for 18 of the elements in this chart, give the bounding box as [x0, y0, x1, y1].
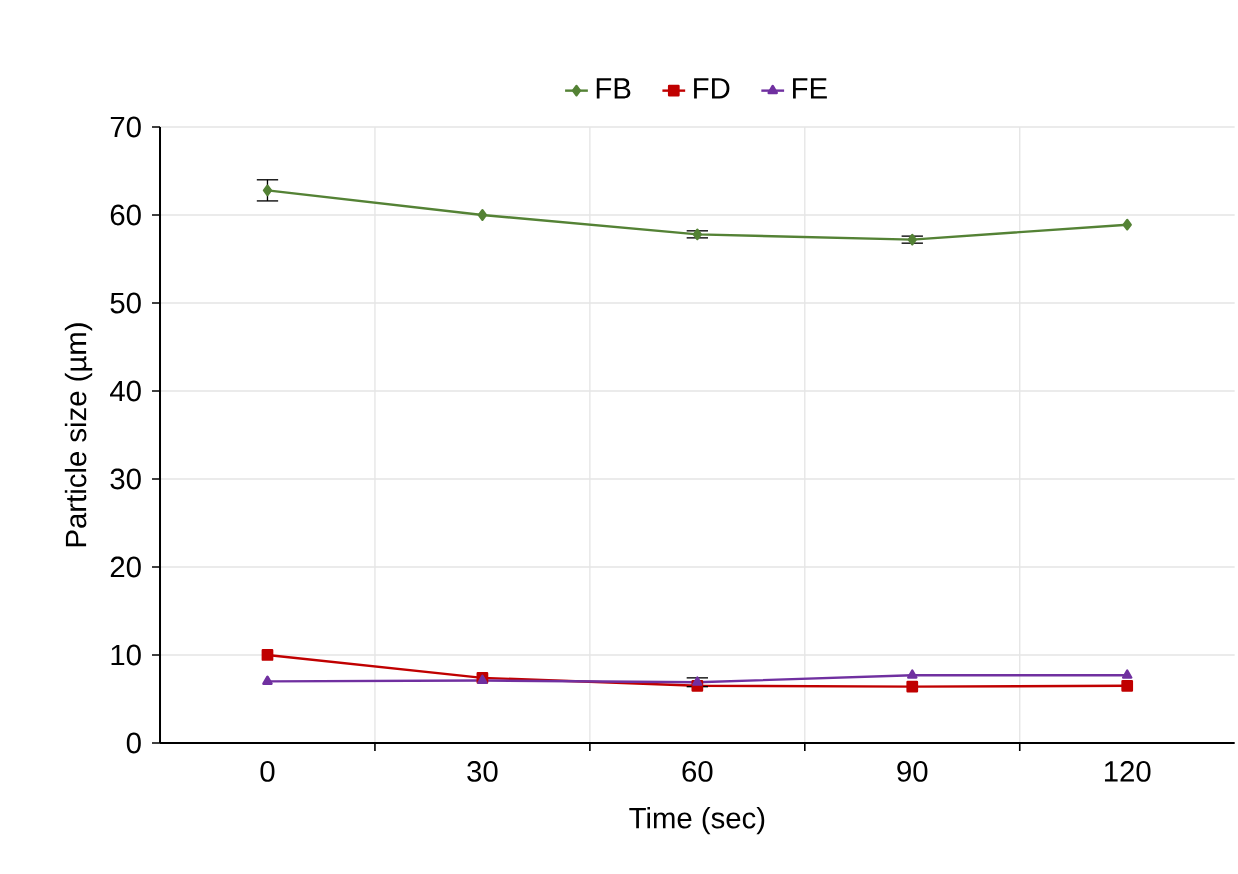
x-tick-label: 30: [467, 761, 498, 782]
y-axis-title: Particle size (µm): [64, 323, 93, 547]
legend-label: FB: [596, 78, 631, 99]
y-tick-label: 20: [110, 556, 141, 578]
y-tick-label: 30: [110, 468, 141, 490]
legend-label: FD: [694, 78, 730, 99]
y-tick-label: 60: [110, 204, 141, 226]
x-axis-title: Time (sec): [629, 806, 765, 835]
y-tick-label: 50: [110, 292, 141, 314]
x-tick-label: 60: [682, 761, 713, 782]
x-tick-label: 120: [1104, 761, 1151, 782]
y-tick-label: 10: [111, 644, 141, 666]
y-tick-label: 70: [110, 116, 141, 138]
x-tick-label: 0: [260, 761, 275, 782]
y-tick-label: 40: [110, 380, 141, 402]
x-tick-label: 90: [897, 761, 928, 782]
y-tick-label: 0: [126, 732, 141, 754]
legend-label: FE: [793, 78, 827, 99]
